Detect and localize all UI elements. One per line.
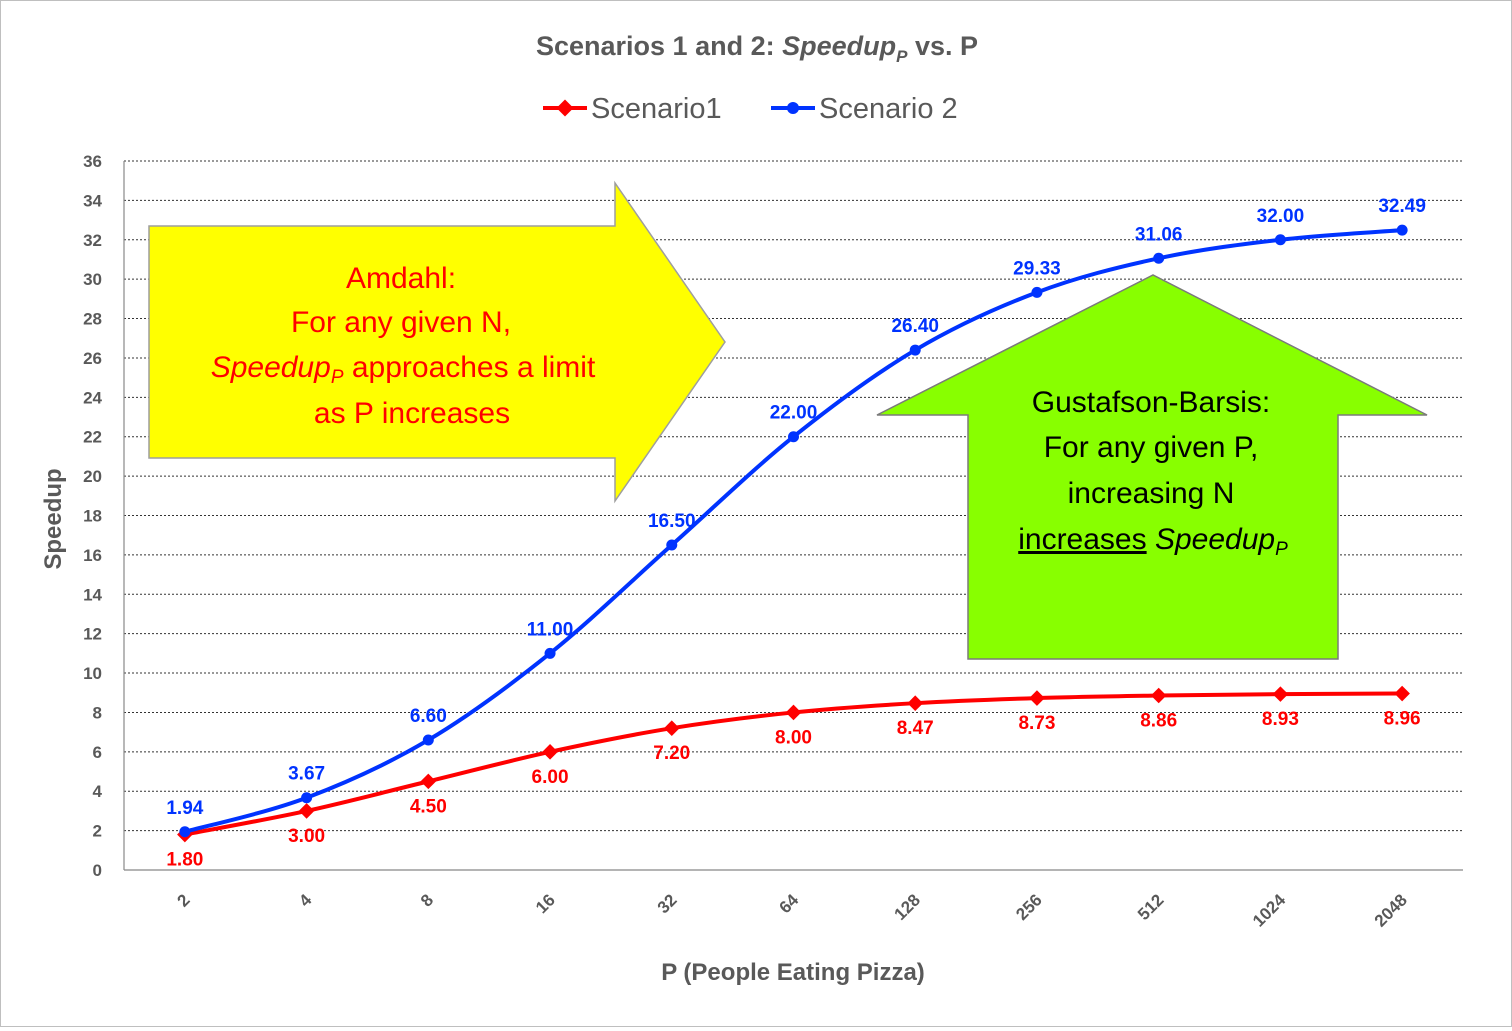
scenario1-data-label: 3.00 — [288, 826, 325, 847]
scenario1-point — [785, 704, 802, 721]
chart-title: Scenarios 1 and 2: SpeedupP vs. P — [536, 31, 978, 66]
y-tick-label: 8 — [93, 703, 102, 722]
scenario1-point — [298, 803, 315, 819]
scenario2-data-label: 16.50 — [648, 511, 696, 532]
scenario2-data-label: 1.94 — [166, 798, 203, 819]
scenario2-data-label: 3.67 — [288, 764, 325, 785]
series — [177, 224, 1410, 843]
scenario2-point — [1153, 252, 1165, 264]
legend-label-scenario1: Scenario1 — [591, 93, 722, 125]
legend: Scenario1 Scenario 2 — [543, 93, 958, 125]
x-tick-label: 2 — [174, 890, 194, 910]
amdahl-line-3: SpeedupP approaches a limit — [211, 351, 596, 388]
scenario1-point — [663, 720, 680, 736]
scenario1-data-label: 7.20 — [653, 743, 690, 764]
x-tick-label: 1024 — [1249, 890, 1290, 931]
x-tick-label: 512 — [1134, 890, 1167, 923]
y-tick-label: 4 — [93, 782, 103, 801]
scenario1-data-label: 4.50 — [410, 796, 447, 817]
y-tick-label: 6 — [93, 743, 102, 762]
scenario2-point — [666, 539, 678, 551]
scenario1-data-label: 8.93 — [1262, 709, 1299, 730]
scenario2-data-label: 22.00 — [770, 403, 818, 424]
gustafson-arrow-shape — [876, 274, 1428, 660]
data-labels: 1.80 3.00 4.50 6.00 7.20 8.00 8.47 8.73 8.86 8.93… — [166, 196, 1426, 870]
x-tick-label: 4 — [295, 890, 316, 911]
amdahl-line-1: Amdahl: — [346, 262, 456, 295]
y-tick-label: 12 — [83, 625, 102, 644]
y-tick-label: 28 — [83, 310, 102, 329]
scenario2-data-label: 26.40 — [891, 316, 939, 337]
y-tick-label: 26 — [83, 349, 102, 368]
scenario1-point — [1029, 690, 1045, 706]
scenario2-data-label: 32.00 — [1257, 206, 1305, 227]
y-tick-label: 30 — [83, 270, 102, 289]
amdahl-line-4: as P increases — [314, 397, 510, 430]
legend-label-scenario2: Scenario 2 — [819, 93, 958, 125]
x-tick-label: 256 — [1012, 890, 1045, 923]
scenario1-data-label: 6.00 — [532, 767, 569, 788]
amdahl-line-2: For any given N, — [291, 306, 511, 339]
y-tick-label: 16 — [83, 546, 102, 565]
scenario2-point — [909, 344, 921, 356]
scenario1-data-label: 8.47 — [897, 718, 934, 739]
y-tick-label: 10 — [83, 664, 102, 683]
scenario1-data-label: 8.73 — [1018, 713, 1055, 734]
x-axis-label: P (People Eating Pizza) — [661, 959, 925, 986]
x-tick-label: 32 — [654, 890, 681, 917]
scenario2-data-label: 11.00 — [527, 619, 574, 640]
y-tick-label: 2 — [93, 822, 102, 841]
scenario1-data-label: 8.00 — [775, 727, 812, 748]
scenario2-point — [301, 792, 313, 804]
scenario1-point — [1272, 686, 1289, 702]
x-tick-label: 16 — [532, 890, 559, 917]
scenario2-data-label: 31.06 — [1135, 224, 1183, 245]
scenario2-data-label: 32.49 — [1378, 196, 1426, 217]
y-tick-label: 22 — [83, 428, 102, 447]
y-tick-label: 20 — [83, 467, 102, 486]
gustafson-annotation: Gustafson-Barsis: For any given P, incre… — [876, 274, 1428, 660]
x-tick-label: 64 — [776, 890, 803, 917]
legend-marker-scenario2 — [787, 102, 799, 114]
scenario2-point — [544, 647, 556, 659]
gustafson-line-3: increasing N — [1068, 477, 1235, 510]
amdahl-arrow-shape — [148, 180, 726, 504]
x-tick-label: 8 — [417, 890, 437, 910]
scenario2-point — [1396, 224, 1408, 236]
scenario2-data-label: 29.33 — [1013, 258, 1061, 279]
scenario1-point — [542, 744, 558, 760]
scenario2-point — [1274, 234, 1286, 246]
scenario1-data-label: 1.80 — [166, 850, 203, 871]
scenario1-point — [420, 773, 437, 790]
scenario2-point — [788, 431, 799, 443]
amdahl-annotation: Amdahl: For any given N, SpeedupP approa… — [148, 180, 726, 504]
scenario1-point — [1394, 685, 1410, 702]
scenario1-data-label: 8.96 — [1384, 709, 1421, 730]
gustafson-line-2: For any given P, — [1044, 431, 1259, 464]
x-tick-label: 128 — [891, 890, 924, 923]
legend-marker-scenario1 — [556, 99, 574, 117]
gustafson-line-4: increases SpeedupP — [1018, 523, 1288, 560]
y-tick-label: 18 — [83, 507, 102, 526]
y-tick-label: 32 — [83, 231, 102, 250]
y-tick-label: 0 — [93, 861, 102, 880]
scenario1-point — [907, 695, 924, 711]
y-tick-label: 14 — [83, 585, 102, 604]
y-tick-label: 34 — [83, 191, 102, 210]
scenario1-data-label: 8.86 — [1140, 711, 1177, 732]
y-axis-label: Speedup — [40, 468, 67, 569]
x-tick-label: 2048 — [1371, 890, 1411, 930]
y-tick-label: 24 — [83, 388, 102, 407]
y-tick-label: 36 — [83, 152, 102, 171]
scenario1-point — [1150, 687, 1167, 704]
scenario2-data-label: 6.60 — [410, 706, 447, 727]
x-axis-ticks: 2 4 8 16 32 64 128 256 512 1024 2048 — [174, 890, 1411, 931]
scenario2-point — [422, 734, 434, 746]
scenario2-point — [1031, 286, 1043, 298]
scenario2-point — [179, 826, 191, 838]
gustafson-line-1: Gustafson-Barsis: — [1032, 386, 1270, 419]
